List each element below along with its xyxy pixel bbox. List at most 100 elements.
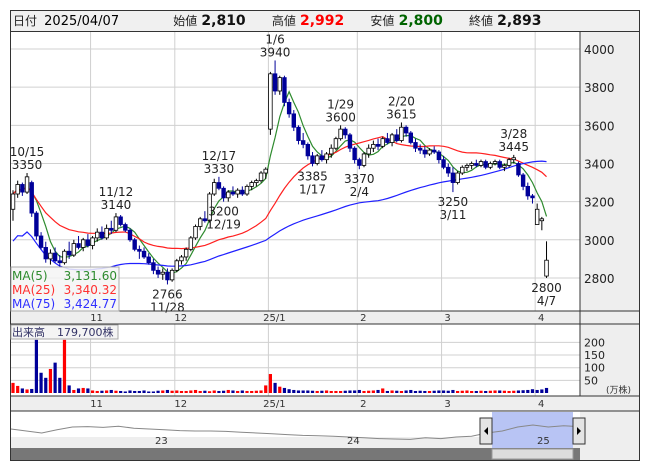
candle bbox=[324, 152, 329, 164]
volume-bar bbox=[357, 389, 361, 393]
candle bbox=[305, 142, 311, 160]
volume-bar bbox=[460, 390, 464, 393]
volume-tick-label: 200 bbox=[584, 336, 605, 349]
candle bbox=[333, 136, 339, 151]
candle-body bbox=[408, 132, 413, 143]
candle bbox=[43, 241, 48, 263]
candle bbox=[113, 213, 119, 233]
candle bbox=[258, 171, 264, 183]
price-axis-panel bbox=[580, 32, 639, 311]
candle-body bbox=[137, 248, 142, 252]
volume-month-label: 11 bbox=[90, 399, 103, 410]
volume-bar bbox=[226, 389, 230, 393]
candle bbox=[478, 159, 484, 168]
candle-body bbox=[286, 102, 292, 115]
candle-body bbox=[202, 218, 208, 222]
low-label: 安値 bbox=[370, 14, 395, 28]
candle bbox=[62, 249, 67, 265]
candle bbox=[132, 237, 137, 252]
candle bbox=[24, 173, 30, 195]
candle-body bbox=[361, 153, 367, 166]
price-tick-label: 3800 bbox=[584, 81, 615, 95]
candle bbox=[417, 144, 423, 154]
candle-body bbox=[343, 128, 348, 136]
month-label: 3 bbox=[444, 313, 450, 324]
volume-bar bbox=[540, 389, 544, 393]
volume-bar bbox=[343, 390, 347, 393]
candle-body bbox=[534, 208, 540, 225]
navigator-lower-band bbox=[11, 437, 580, 448]
navigator-left-handle[interactable] bbox=[479, 417, 493, 445]
candle-body bbox=[197, 218, 203, 227]
ma5-value: 3,131.60 bbox=[64, 269, 117, 283]
candle bbox=[502, 163, 507, 172]
volume-bar bbox=[203, 390, 207, 393]
volume-bar bbox=[390, 390, 394, 393]
volume-bar bbox=[498, 390, 502, 393]
volume-bar bbox=[11, 382, 15, 393]
candle-body bbox=[296, 126, 301, 141]
volume-bar bbox=[484, 390, 488, 393]
candle-body bbox=[422, 149, 428, 155]
candle-body bbox=[291, 113, 296, 128]
candle bbox=[38, 232, 44, 250]
scrollbar-thumb[interactable] bbox=[491, 448, 574, 460]
candle bbox=[179, 255, 184, 265]
volume-label: 出来高 bbox=[12, 325, 45, 339]
volume-bar bbox=[156, 390, 160, 393]
candle bbox=[202, 211, 208, 223]
candle bbox=[310, 152, 315, 167]
volume-legend: 出来高 179,700株 bbox=[10, 324, 119, 340]
candle bbox=[441, 155, 446, 170]
candle bbox=[460, 165, 465, 175]
month-label: 12 bbox=[174, 313, 187, 324]
navigator-year-label: 24 bbox=[347, 436, 360, 447]
volume-month-label: 2 bbox=[360, 399, 366, 410]
volume-bar bbox=[470, 390, 474, 393]
volume-bar bbox=[20, 388, 24, 393]
candle bbox=[408, 131, 413, 145]
price-tick-label: 4000 bbox=[584, 43, 615, 57]
candle-body bbox=[525, 185, 530, 197]
volume-bar bbox=[367, 390, 371, 393]
candle bbox=[76, 235, 81, 250]
candle-body bbox=[104, 227, 109, 239]
volume-bar bbox=[404, 390, 408, 393]
candle-body bbox=[450, 172, 456, 183]
candle-body bbox=[329, 147, 334, 155]
candle bbox=[263, 167, 268, 179]
annotation-date: 2/20 bbox=[388, 94, 415, 108]
candle bbox=[226, 190, 231, 202]
annotation-date: 12/17 bbox=[202, 149, 237, 163]
candle bbox=[497, 159, 502, 170]
navigator-right-handle[interactable] bbox=[572, 417, 586, 445]
candle-body bbox=[268, 73, 273, 130]
candle bbox=[66, 241, 72, 259]
volume-bar bbox=[16, 385, 20, 393]
candle bbox=[109, 220, 114, 235]
candle-body bbox=[544, 259, 549, 277]
volume-bar bbox=[119, 390, 123, 393]
candle-body bbox=[212, 182, 217, 195]
candle-body bbox=[183, 248, 189, 258]
candle-body bbox=[95, 231, 100, 239]
scrollbar-track[interactable] bbox=[11, 448, 580, 460]
volume-bar bbox=[413, 390, 418, 393]
candle-body bbox=[314, 155, 320, 164]
candle bbox=[436, 150, 442, 164]
candle bbox=[544, 241, 549, 278]
annotation-price: 3350 bbox=[12, 158, 43, 172]
arrow-right-icon bbox=[577, 427, 581, 435]
volume-bar bbox=[437, 390, 441, 393]
volume-unit: (万株) bbox=[606, 384, 631, 396]
candle bbox=[230, 186, 236, 196]
candle bbox=[338, 125, 343, 141]
candle-body bbox=[66, 250, 72, 256]
candle bbox=[291, 110, 296, 132]
volume-bar bbox=[310, 390, 315, 393]
candle-body bbox=[417, 147, 423, 151]
volume-bar bbox=[418, 390, 422, 393]
annotation-date: 3/11 bbox=[439, 208, 466, 222]
candle bbox=[216, 176, 222, 191]
